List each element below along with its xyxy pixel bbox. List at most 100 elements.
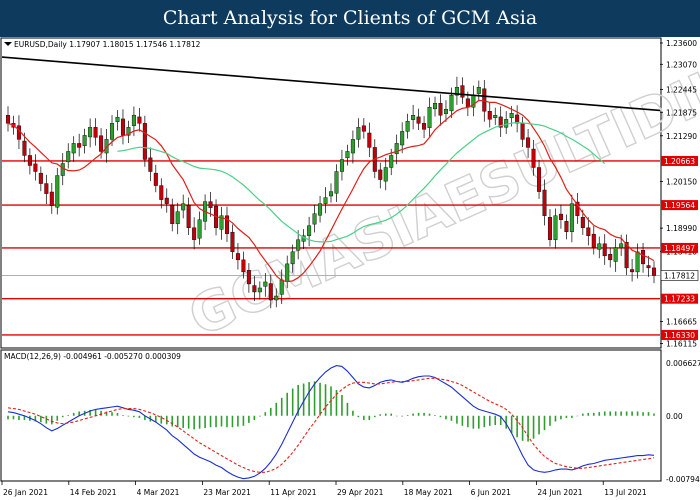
candle-body [635,251,640,273]
macd-histogram-bar [461,415,464,426]
candle-body [131,115,136,126]
macd-histogram-bar [620,411,622,416]
macd-histogram-bar [122,415,124,416]
candle-body [619,243,624,249]
x-tick-label: 18 May 2021 [404,488,453,497]
macd-histogram-bar [209,415,212,428]
macd-histogram-bar [215,415,217,428]
macd-histogram-bar [603,411,606,416]
candle-body [443,109,448,114]
candle-body [49,191,54,206]
y-tick-label: 1.21290 [666,132,697,141]
macd-histogram-bar [61,415,64,418]
macd-histogram-bar [72,412,75,416]
y-tick-label: 1.21875 [666,108,697,117]
macd-histogram-bar [401,415,403,417]
candle-body [569,203,574,232]
macd-histogram-bar [571,415,573,418]
candle-body [394,143,399,155]
macd-histogram-bar [160,415,163,424]
macd-histogram-bar [368,415,371,421]
candle-body [493,115,498,118]
candle-body [88,127,93,138]
level-tag-label: 1.16330 [664,331,695,340]
macd-histogram-bar [50,415,53,425]
candle-body [230,231,235,253]
candle-body [170,205,175,224]
macd-histogram-bar [78,411,80,416]
macd-histogram-bar [412,413,414,416]
macd-histogram-bar [423,412,425,416]
macd-histogram-bar [341,394,343,416]
macd-histogram-bar [198,415,201,429]
candle-body [153,172,158,186]
macd-histogram-bar [100,410,102,416]
macd-histogram-bar [111,412,113,416]
candle-body [652,267,657,276]
macd-histogram-bar [264,412,267,416]
candle-body [504,119,509,128]
candle-body [520,123,525,140]
level-tag-bg [661,293,698,304]
macd-histogram-bar [532,415,535,439]
macd-signal-line [7,377,655,473]
macd-histogram-bar [291,388,294,416]
level-tag-bg [661,155,698,166]
candle-body [339,159,344,172]
candle-body [257,287,262,293]
candle-body [252,285,257,293]
macd-histogram-bar [144,415,146,421]
candle-body [329,191,334,197]
macd-histogram-bar [472,415,475,429]
x-tick-label: 11 Apr 2021 [270,488,317,497]
macd-histogram-bar [576,415,579,417]
macd-histogram-bar [450,415,453,421]
macd-histogram-bar [527,415,529,442]
candle-body [285,263,290,282]
macd-histogram-bar [625,411,628,416]
candle-body [383,167,388,182]
level-tag-bg [661,329,698,340]
macd-histogram-bar [89,410,91,416]
candle-body [427,107,432,128]
macd-histogram-bar [614,411,617,416]
candle-body [630,269,635,273]
macd-histogram-bar [478,415,480,429]
macd-histogram-bar [642,412,644,416]
macd-histogram-bar [176,415,179,428]
macd-histogram-bar [308,382,310,416]
level-tag-label: 1.17233 [664,295,695,304]
macd-label: MACD(12,26,9) -0.004961 -0.005270 0.0003… [4,352,181,361]
macd-histogram-bar [237,415,239,427]
candle-body [38,172,43,184]
macd-histogram-bar [488,415,491,426]
macd-histogram-bar [23,415,26,421]
candle-body [126,127,131,136]
macd-line [7,365,655,480]
candle-body [482,88,487,112]
macd-histogram-bar [609,411,612,416]
macd-panel[interactable]: MACD(12,26,9) -0.004961 -0.005270 0.0003… [0,349,662,482]
candle-body [345,151,350,159]
chart-canvas: GCMASIAESULTIDII EURUSD,Daily 1.17907 1.… [0,37,700,497]
candle-body [82,135,87,147]
candle-body [334,171,339,194]
candle-body [71,143,76,154]
macd-histogram-bar [12,415,15,420]
candle-body [77,143,82,148]
y-tick-label: 1.16665 [666,318,697,327]
candle-body [575,201,580,216]
candle-body [564,221,569,232]
candle-body [323,197,328,204]
candle-body [279,279,284,295]
macd-histogram-bar [357,415,360,418]
macd-histogram-bar [231,415,234,428]
candle-body [597,243,602,250]
collapse-arrow-icon[interactable] [4,42,12,46]
candle-body [120,118,125,136]
candle-body [476,86,481,94]
price-panel[interactable]: GCMASIAESULTIDII EURUSD,Daily 1.17907 1.… [0,37,700,350]
macd-histogram-bar [204,415,206,428]
macd-histogram-bar [248,415,250,423]
macd-histogram-bar [653,413,655,416]
